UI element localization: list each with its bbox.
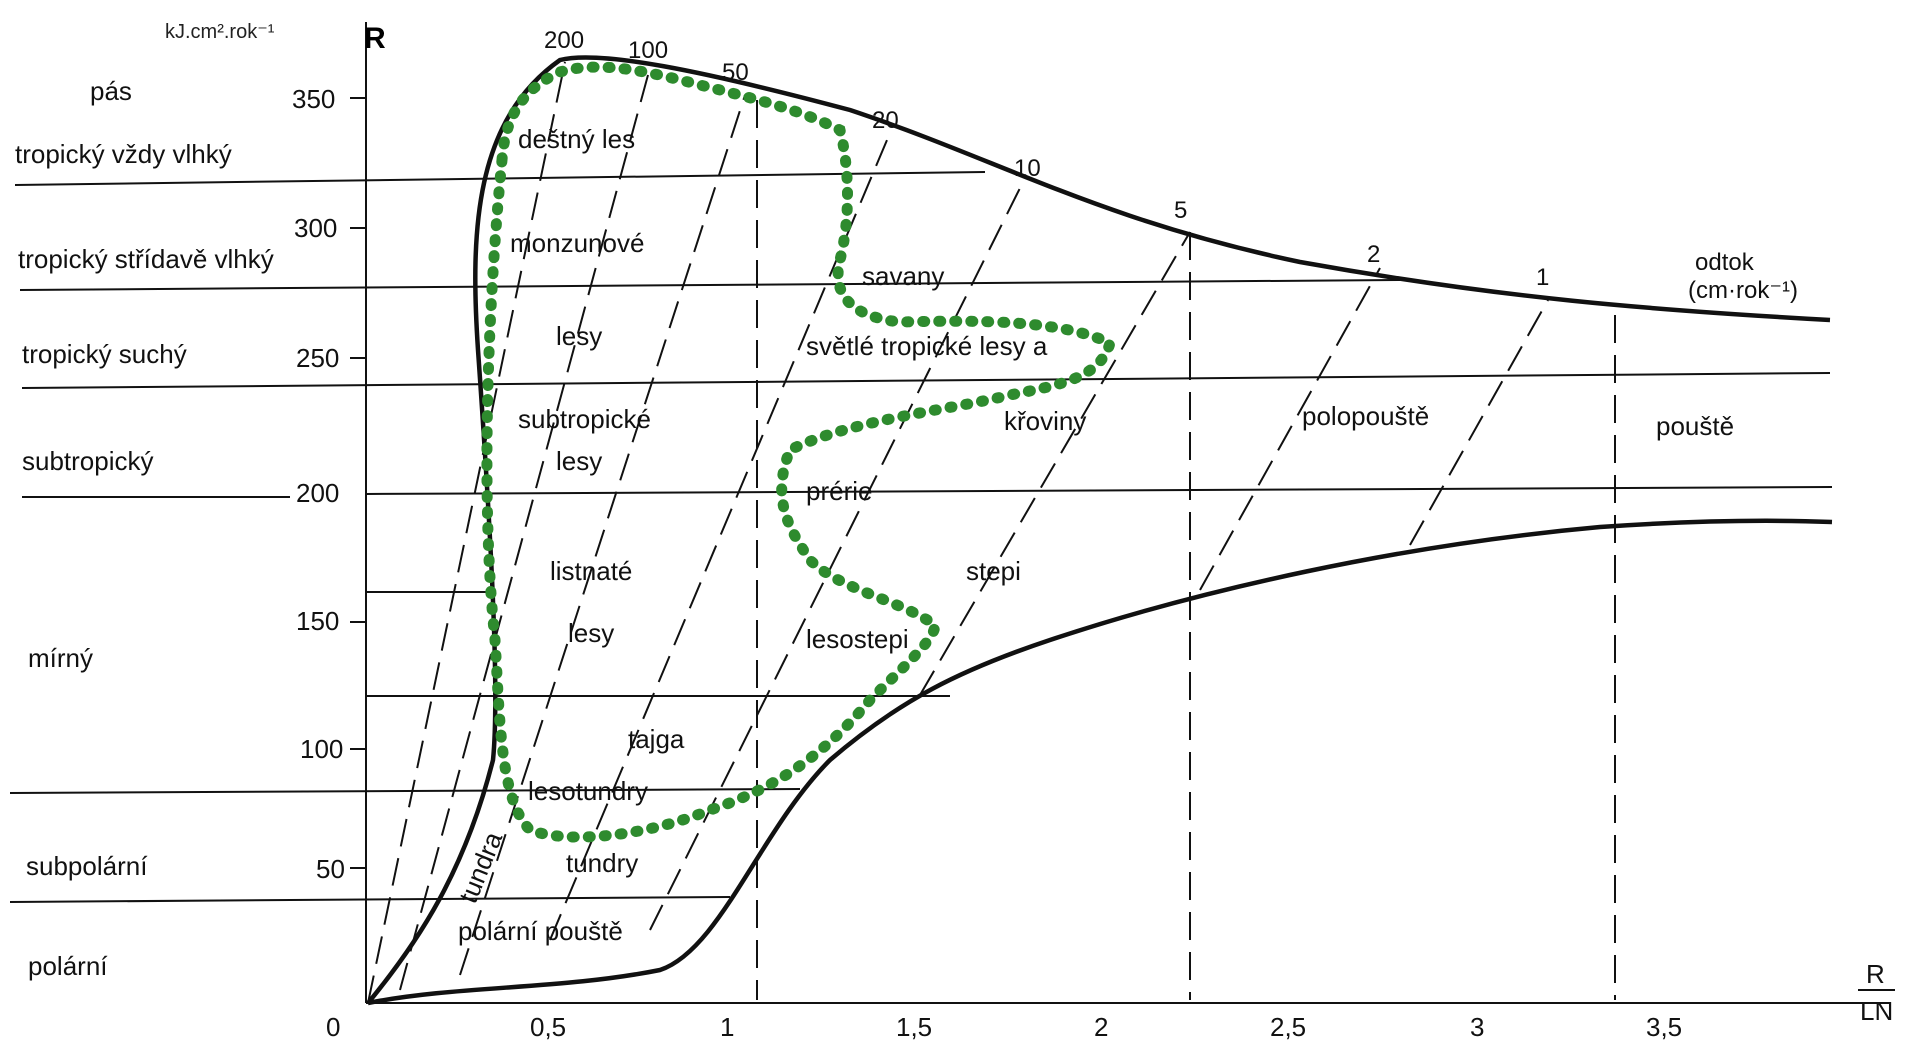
- veg-savany: savany: [862, 261, 944, 291]
- zone-tropicky-suchy: tropický suchý: [22, 339, 187, 369]
- zone-mirny: mírný: [28, 643, 93, 673]
- isoline-label-1: 1: [1536, 264, 1549, 291]
- y-axis-unit: kJ.cm².rok⁻¹: [165, 21, 275, 43]
- x-tick-3-5: 3,5: [1646, 1012, 1682, 1042]
- x-tick-2: 2: [1094, 1012, 1108, 1042]
- x-tick-1: 1: [720, 1012, 734, 1042]
- isoline-1: [1409, 299, 1549, 546]
- isoline-label-10: 10: [1014, 155, 1041, 182]
- y-tick-350: 350: [292, 84, 335, 114]
- veg-lesy-2: lesy: [556, 446, 602, 476]
- lower-envelope-curve: [367, 518, 1833, 1006]
- veg-svetle: světlé tropické lesy a: [806, 331, 1048, 361]
- forest-boundary-highlight: [481, 61, 1117, 843]
- isoline-2: [1199, 267, 1381, 591]
- isoline-label-200: 200: [544, 27, 584, 54]
- zone-header: pás: [90, 76, 132, 106]
- belt-line-2: [19, 279, 1401, 291]
- x-tick-3: 3: [1470, 1012, 1484, 1042]
- veg-lesotundry: lesotundry: [528, 776, 648, 806]
- y-tick-200: 200: [296, 478, 339, 508]
- y-tick-100: 100: [300, 734, 343, 764]
- x-tick-0-5: 0,5: [530, 1012, 566, 1042]
- isoline-20: [549, 139, 888, 941]
- veg-tundry: tundry: [566, 848, 638, 878]
- y-tick-250: 250: [296, 343, 339, 373]
- belt-line-3: [21, 372, 1831, 389]
- veg-polopouste: polopouště: [1302, 401, 1429, 431]
- zone-polarni: polární: [28, 951, 108, 981]
- isoline-5: [919, 231, 1191, 696]
- y-tick-150: 150: [296, 606, 339, 636]
- zone-tropicky-vzdy-vlhky: tropický vždy vlhký: [15, 139, 232, 169]
- veg-tajga: tajga: [628, 724, 685, 754]
- veg-prerie: prérie: [806, 476, 872, 506]
- x-axis-symbol-bottom: LN: [1860, 996, 1893, 1026]
- y-axis-symbol: R: [364, 22, 386, 55]
- y-tick-50: 50: [316, 854, 345, 884]
- zone-tropicky-stridave-vlhky: tropický střídavě vlhký: [18, 244, 274, 274]
- zone-subpolarni: subpolární: [26, 851, 148, 881]
- isoline-200: [367, 61, 566, 1004]
- belt-line-6: [9, 788, 801, 794]
- isoline-label-100: 100: [628, 37, 668, 64]
- outer-envelope-curve: [366, 55, 1831, 1005]
- veg-stepi: stepi: [966, 556, 1021, 586]
- veg-lesostepi: lesostepi: [806, 624, 909, 654]
- belt-line-7: [9, 896, 731, 903]
- veg-tundra: tundra: [453, 827, 509, 907]
- veg-polarni-pouste: polární pouště: [458, 916, 623, 946]
- veg-lesy-3: lesy: [568, 618, 614, 648]
- veg-monzunove: monzunové: [510, 228, 644, 258]
- zone-subtropicky: subtropický: [22, 446, 154, 476]
- veg-pouste: pouště: [1656, 411, 1734, 441]
- runoff-title: odtok: [1695, 249, 1755, 276]
- y-tick-300: 300: [294, 213, 337, 243]
- isoline-50: [459, 94, 746, 976]
- isoline-label-20: 20: [872, 107, 899, 134]
- runoff-unit: (cm·rok⁻¹): [1688, 277, 1798, 304]
- veg-kroviny: křoviny: [1004, 406, 1086, 436]
- veg-listnate: listnaté: [550, 556, 632, 586]
- veg-destny-les: deštný les: [518, 124, 635, 154]
- x-tick-2-5: 2,5: [1270, 1012, 1306, 1042]
- x-axis-symbol-top: R: [1866, 959, 1885, 989]
- isoline-label-50: 50: [722, 59, 749, 86]
- veg-lesy-1: lesy: [556, 321, 602, 351]
- belt-line-4b: [365, 486, 1833, 495]
- origin-label: 0: [326, 1012, 340, 1042]
- veg-subtropicke: subtropické: [518, 404, 651, 434]
- isoline-label-5: 5: [1174, 197, 1187, 224]
- isoline-label-2: 2: [1367, 241, 1380, 268]
- x-tick-1-5: 1,5: [896, 1012, 932, 1042]
